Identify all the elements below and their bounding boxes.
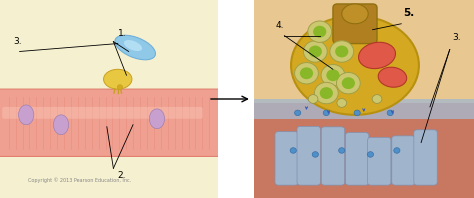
Circle shape xyxy=(308,21,332,42)
Circle shape xyxy=(372,95,382,103)
Circle shape xyxy=(326,69,339,81)
FancyBboxPatch shape xyxy=(414,130,437,185)
FancyBboxPatch shape xyxy=(333,4,377,44)
Circle shape xyxy=(335,46,348,57)
Circle shape xyxy=(319,87,333,99)
Circle shape xyxy=(294,110,301,116)
Circle shape xyxy=(367,152,374,157)
Ellipse shape xyxy=(378,67,407,87)
Text: 3.: 3. xyxy=(13,37,22,46)
FancyBboxPatch shape xyxy=(254,0,474,198)
Text: 1.: 1. xyxy=(118,29,127,38)
Circle shape xyxy=(342,77,355,89)
Circle shape xyxy=(338,148,345,153)
FancyBboxPatch shape xyxy=(346,133,369,185)
FancyBboxPatch shape xyxy=(392,136,415,185)
Circle shape xyxy=(330,41,354,62)
FancyBboxPatch shape xyxy=(367,137,391,185)
Ellipse shape xyxy=(124,40,142,51)
FancyBboxPatch shape xyxy=(254,103,474,198)
FancyBboxPatch shape xyxy=(0,0,218,198)
Text: 4.: 4. xyxy=(276,21,284,30)
Text: Copyright © 2013 Pearson Education, Inc.: Copyright © 2013 Pearson Education, Inc. xyxy=(28,178,131,183)
Circle shape xyxy=(323,110,329,116)
Circle shape xyxy=(354,110,360,116)
Ellipse shape xyxy=(18,105,34,125)
Circle shape xyxy=(337,99,346,107)
Circle shape xyxy=(117,85,123,89)
Ellipse shape xyxy=(149,109,164,129)
Circle shape xyxy=(300,67,313,79)
Text: 5.: 5. xyxy=(403,8,415,18)
Ellipse shape xyxy=(342,4,368,24)
Circle shape xyxy=(309,46,322,57)
Circle shape xyxy=(337,72,360,94)
Ellipse shape xyxy=(54,115,69,135)
FancyBboxPatch shape xyxy=(0,89,222,156)
Text: 2.: 2. xyxy=(118,171,126,180)
Ellipse shape xyxy=(358,42,395,69)
Circle shape xyxy=(294,63,319,84)
Ellipse shape xyxy=(291,16,419,115)
Circle shape xyxy=(313,26,326,38)
Circle shape xyxy=(387,110,393,116)
Circle shape xyxy=(290,148,296,153)
Circle shape xyxy=(394,148,400,153)
Circle shape xyxy=(303,41,327,62)
Circle shape xyxy=(308,95,318,103)
FancyBboxPatch shape xyxy=(275,132,298,185)
Text: 3.: 3. xyxy=(452,33,461,42)
FancyBboxPatch shape xyxy=(297,126,320,185)
FancyBboxPatch shape xyxy=(2,107,203,119)
Circle shape xyxy=(314,82,338,104)
Circle shape xyxy=(312,152,319,157)
FancyBboxPatch shape xyxy=(254,99,474,119)
Ellipse shape xyxy=(115,35,155,60)
Ellipse shape xyxy=(104,69,132,89)
FancyBboxPatch shape xyxy=(321,127,345,185)
Circle shape xyxy=(321,65,345,86)
